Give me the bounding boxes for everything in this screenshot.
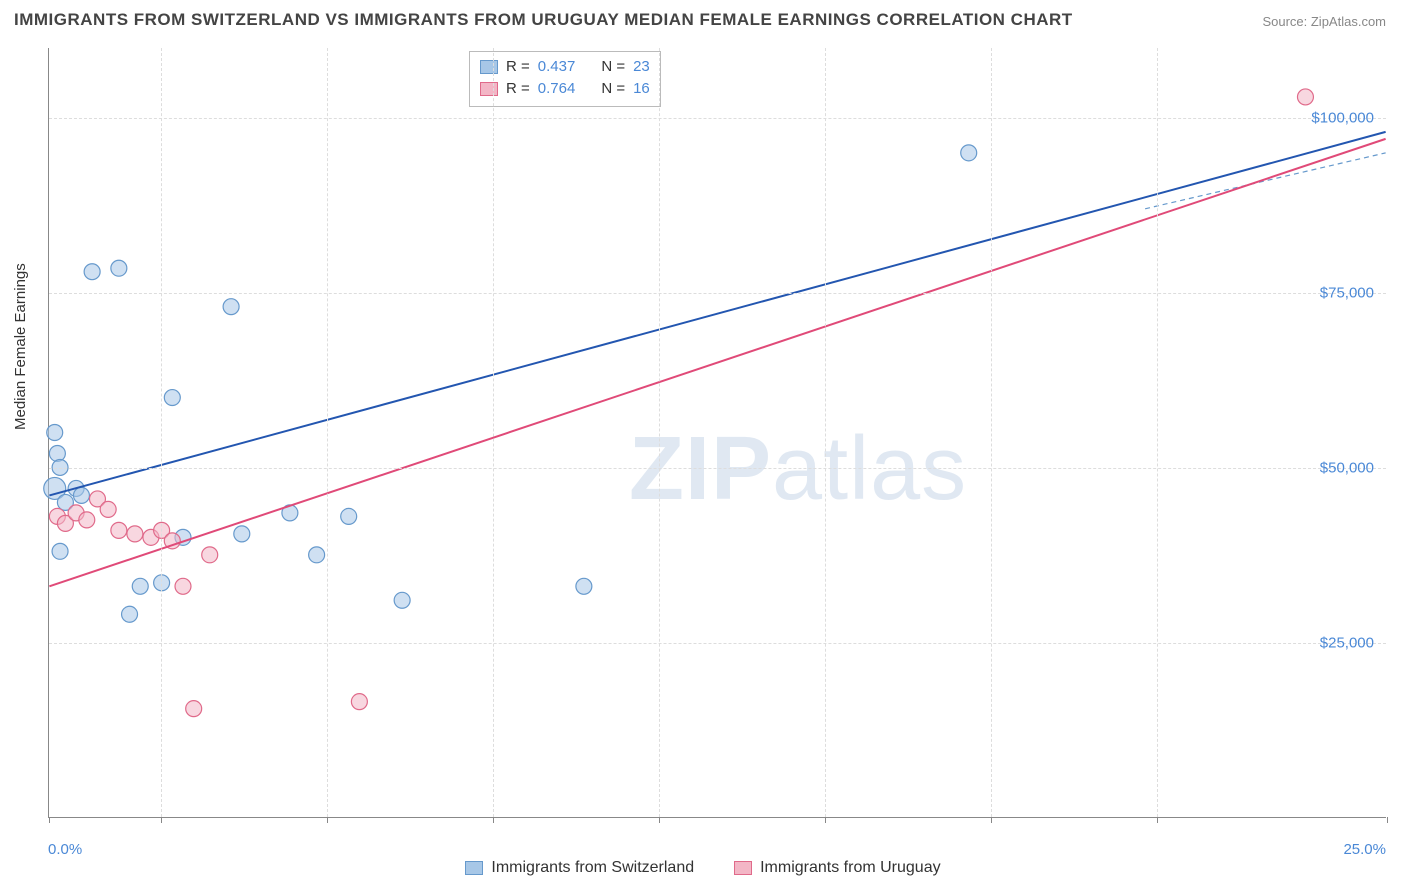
legend-r-label: R =	[506, 78, 530, 100]
gridline-vertical	[659, 48, 660, 817]
gridline-horizontal	[49, 293, 1386, 294]
data-point	[309, 547, 325, 563]
legend-item: Immigrants from Uruguay	[734, 859, 941, 877]
legend-series-label: Immigrants from Switzerland	[491, 859, 694, 877]
data-point	[47, 425, 63, 441]
xtick	[659, 817, 660, 823]
gridline-horizontal	[49, 468, 1386, 469]
legend-swatch	[465, 861, 483, 875]
data-point	[164, 390, 180, 406]
data-point	[234, 526, 250, 542]
data-point	[341, 508, 357, 524]
gridline-horizontal	[49, 118, 1386, 119]
gridline-vertical	[327, 48, 328, 817]
data-point	[49, 445, 65, 461]
legend-n-label: N =	[601, 56, 625, 78]
legend-r-label: R =	[506, 56, 530, 78]
xtick	[991, 817, 992, 823]
ytick-label: $75,000	[1320, 285, 1374, 302]
data-point	[100, 501, 116, 517]
data-point	[52, 543, 68, 559]
gridline-vertical	[161, 48, 162, 817]
data-point	[111, 522, 127, 538]
chart-svg	[49, 48, 1386, 817]
legend-r-value: 0.437	[538, 56, 576, 78]
data-point	[223, 299, 239, 315]
ytick-label: $100,000	[1311, 110, 1374, 127]
data-point	[122, 606, 138, 622]
data-point	[127, 526, 143, 542]
data-point	[186, 701, 202, 717]
data-point	[1297, 89, 1313, 105]
data-point	[351, 694, 367, 710]
xtick	[493, 817, 494, 823]
plot-area: ZIPatlas R =0.437N =23R =0.764N =16 $25,…	[48, 48, 1386, 818]
legend-swatch	[480, 60, 498, 74]
xtick	[825, 817, 826, 823]
xtick-label: 25.0%	[1343, 841, 1386, 858]
xtick	[1387, 817, 1388, 823]
gridline-horizontal	[49, 643, 1386, 644]
legend-swatch	[734, 861, 752, 875]
xtick	[49, 817, 50, 823]
ytick-label: $25,000	[1320, 635, 1374, 652]
legend-swatch	[480, 82, 498, 96]
trend-line	[49, 139, 1385, 586]
gridline-vertical	[1157, 48, 1158, 817]
data-point	[132, 578, 148, 594]
trend-line-dash	[1145, 153, 1386, 209]
legend-item: Immigrants from Switzerland	[465, 859, 694, 877]
legend-n-label: N =	[601, 78, 625, 100]
gridline-vertical	[991, 48, 992, 817]
legend-n-value: 23	[633, 56, 650, 78]
data-point	[111, 260, 127, 276]
data-point	[84, 264, 100, 280]
gridline-vertical	[493, 48, 494, 817]
legend-row: R = 0.437 N = 23	[480, 56, 650, 78]
xtick	[327, 817, 328, 823]
data-point	[73, 487, 89, 503]
gridline-vertical	[825, 48, 826, 817]
y-axis-label: Median Female Earnings	[12, 263, 29, 430]
legend-series-label: Immigrants from Uruguay	[760, 859, 941, 877]
legend-row: R = 0.764 N = 16	[480, 78, 650, 100]
legend-correlation: R = 0.437 N = 23 R = 0.764 N = 16	[469, 51, 661, 107]
xtick	[1157, 817, 1158, 823]
ytick-label: $50,000	[1320, 460, 1374, 477]
data-point	[576, 578, 592, 594]
data-point	[394, 592, 410, 608]
data-point	[202, 547, 218, 563]
data-point	[961, 145, 977, 161]
legend-n-value: 16	[633, 78, 650, 100]
legend-series: Immigrants from Switzerland Immigrants fr…	[0, 859, 1406, 880]
source-label: Source: ZipAtlas.com	[1262, 14, 1386, 29]
legend-r-value: 0.764	[538, 78, 576, 100]
data-point	[79, 512, 95, 528]
xtick-label: 0.0%	[48, 841, 82, 858]
data-point	[175, 578, 191, 594]
trend-line	[49, 132, 1385, 496]
chart-title: IMMIGRANTS FROM SWITZERLAND VS IMMIGRANT…	[14, 10, 1073, 30]
xtick	[161, 817, 162, 823]
